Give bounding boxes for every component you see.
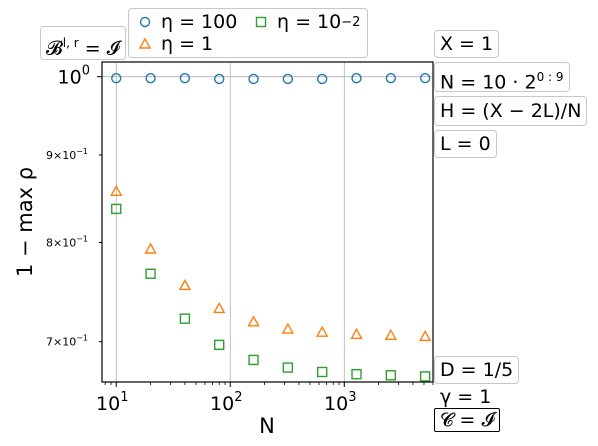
square-point	[419, 371, 431, 382]
triangle-point	[418, 329, 432, 342]
b-superscript: l, r	[62, 36, 79, 50]
x-axis-label: N	[259, 414, 275, 438]
legend-item-eta-0.01: η = 10 −2	[253, 11, 360, 33]
legend-label: η = 10	[277, 11, 342, 33]
y-tick-label: 8×10−1	[46, 234, 88, 249]
triangle-point	[247, 315, 260, 327]
triangle-point	[110, 184, 123, 197]
square-point	[282, 362, 294, 373]
square-point	[145, 268, 156, 279]
square-point	[248, 354, 259, 366]
y-tick-label: 7×10−1	[46, 334, 88, 349]
circle-marker-icon	[139, 16, 151, 28]
triangle-point	[281, 322, 295, 334]
y-tick-label: 100	[58, 64, 90, 89]
triangle-point	[315, 325, 329, 337]
b-rest: = 𝓘	[78, 37, 120, 60]
legend-item-eta-1: η = 1	[137, 33, 213, 55]
legend-label: η = 100	[161, 11, 238, 33]
triangle-point	[350, 327, 363, 339]
legend-item-eta-100: η = 100	[137, 11, 237, 33]
circle-point	[419, 72, 431, 84]
square-marker-icon	[255, 16, 267, 28]
x-tick-label: 102	[210, 390, 242, 415]
square-point	[111, 203, 122, 215]
triangle-marker-icon	[138, 37, 152, 49]
legend-exponent: −2	[341, 14, 361, 30]
n-param-box: N = 10 · 20 : 9	[434, 62, 570, 94]
plot-frame	[101, 61, 434, 383]
square-point	[351, 368, 362, 380]
gamma-param-box: γ = 1	[434, 386, 498, 408]
circle-point	[214, 73, 225, 85]
circle-point	[385, 72, 397, 84]
y-tick-label: 9×10−1	[46, 147, 88, 162]
grid-lines	[102, 62, 433, 382]
c-operator-box: 𝓒 = 𝓘	[434, 408, 501, 432]
square-point	[316, 366, 328, 378]
x-tick-label: 103	[324, 390, 356, 415]
b-symbol: 𝓑	[46, 37, 63, 60]
legend-label: η = 1	[161, 33, 214, 55]
circle-point	[145, 72, 156, 84]
circle-point	[351, 72, 362, 84]
x-tick-label: 101	[96, 390, 128, 415]
d-param-box: D = 1/5	[434, 356, 520, 384]
triangle-point	[144, 242, 157, 254]
circle-point	[111, 72, 122, 84]
axis-ticks: 101 102 103 100 9×10−1 8×10−1 7×10−1	[46, 64, 434, 415]
b-operator-box: 𝓑l, r = 𝓘	[40, 26, 126, 60]
circle-point	[282, 73, 294, 85]
legend: η = 100 η = 1 η = 10 −2	[128, 8, 368, 58]
circle-point	[248, 73, 259, 85]
x-param-box: X = 1	[434, 30, 500, 58]
circle-point	[179, 72, 191, 84]
data-marks	[110, 72, 432, 382]
h-param-box: H = (X − 2L)/N	[434, 96, 588, 126]
triangle-point	[213, 302, 226, 314]
n-param-superscript: 0 : 9	[536, 70, 564, 84]
triangle-point	[384, 328, 398, 341]
triangle-point	[178, 279, 192, 291]
square-point	[385, 370, 397, 381]
square-point	[179, 313, 191, 324]
y-axis-label: 1 − max ρ	[13, 167, 37, 277]
n-param-text: N = 10 · 2	[440, 71, 537, 94]
l-param-box: L = 0	[434, 130, 497, 158]
square-point	[214, 339, 225, 351]
circle-point	[316, 73, 328, 85]
